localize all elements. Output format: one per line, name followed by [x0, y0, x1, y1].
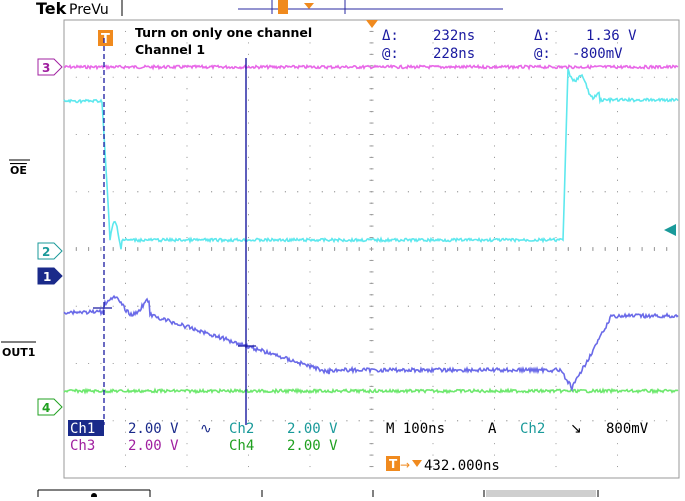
mode-label: PreVu [69, 2, 109, 18]
ch4-marker[interactable]: 4 [37, 398, 63, 416]
delta-volt-label: Δ: [534, 28, 551, 44]
at-time-label: @: [382, 46, 399, 62]
waveform-layer [63, 63, 679, 395]
ch1-waveform [63, 294, 679, 392]
ch4-status-label[interactable]: Ch4 [229, 438, 254, 454]
trigger-position-arrow-icon: → [400, 458, 410, 472]
annotation-note: Turn on only one channel Channel 1 [135, 25, 312, 57]
record-window [278, 0, 288, 14]
brand-logo: Tek [36, 0, 67, 18]
annotation-line-2: Channel 1 [135, 42, 205, 57]
delta-volt-value: 1.36 V [586, 28, 637, 44]
ch2-status-scale: 2.00 V [287, 421, 338, 437]
ch1-status-label: Ch1 [70, 421, 95, 437]
oe-signal-label: OE [10, 164, 27, 177]
trigger-t-glyph: T [101, 32, 110, 47]
ch3-marker-label: 3 [42, 61, 50, 75]
trigger-position-t-box [386, 456, 400, 471]
delta-time-label: Δ: [382, 28, 399, 44]
ch4-waveform [63, 387, 679, 395]
ch1-marker-label: 1 [43, 270, 51, 284]
ch3-status-label[interactable]: Ch3 [70, 438, 95, 454]
record-trigger-marker-icon [304, 3, 314, 9]
trigger-position-readout[interactable]: 432.000ns [424, 458, 500, 474]
ch3-marker[interactable]: 3 [37, 58, 63, 76]
trigger-source-readout[interactable]: Ch2 [520, 421, 545, 437]
at-volt-label: @: [534, 46, 551, 62]
trigger-level-arrow-icon [664, 224, 676, 236]
ch2-marker[interactable]: 2 [37, 242, 63, 260]
ch2-status-label[interactable]: Ch2 [229, 421, 254, 437]
ch1-label-box[interactable] [68, 420, 104, 436]
softkey-tab-active[interactable] [486, 490, 596, 497]
ch2-waveform [63, 68, 679, 250]
trigger-t-box [98, 30, 113, 46]
ch3-status-scale: 2.00 V [128, 438, 179, 454]
timebase-readout[interactable]: M 100ns [386, 421, 445, 437]
trigger-mode-readout: A [488, 421, 497, 437]
softkey-knob-icon [91, 493, 97, 499]
ch1-marker[interactable]: 1 [37, 267, 63, 285]
trigger-position-marker-icon [412, 460, 422, 467]
at-volt-value: -800mV [572, 46, 623, 62]
trigger-level-readout: 800mV [606, 421, 649, 437]
ch1-coupling-icon: ∿ [200, 421, 212, 437]
graticule-grid [63, 19, 680, 479]
status-panel: Ch1 2.00 V ∿ Ch2 2.00 V Ch3 2.00 V Ch4 2… [68, 420, 649, 474]
trigger-position-t-glyph: T [389, 457, 398, 471]
trigger-position-marker: T [98, 20, 378, 47]
trigger-level-icon [366, 20, 378, 28]
out1-signal-label: OUT1 [2, 346, 35, 359]
ch1-status-scale: 2.00 V [128, 421, 179, 437]
ch3-waveform [63, 63, 679, 71]
cursor-readout: Δ: 232ns Δ: 1.36 V @: 228ns @: -800mV [382, 28, 637, 62]
ch2-marker-label: 2 [42, 245, 50, 259]
trigger-slope-icon: ↘ [570, 421, 582, 437]
header-bar: Tek PreVu [36, 0, 503, 18]
annotation-line-1: Turn on only one channel [135, 25, 312, 40]
ch4-marker-label: 4 [42, 401, 50, 415]
delta-time-value: 232ns [433, 28, 475, 44]
softkey-bar [37, 489, 599, 499]
at-time-value: 228ns [433, 46, 475, 62]
ch4-status-scale: 2.00 V [287, 438, 338, 454]
